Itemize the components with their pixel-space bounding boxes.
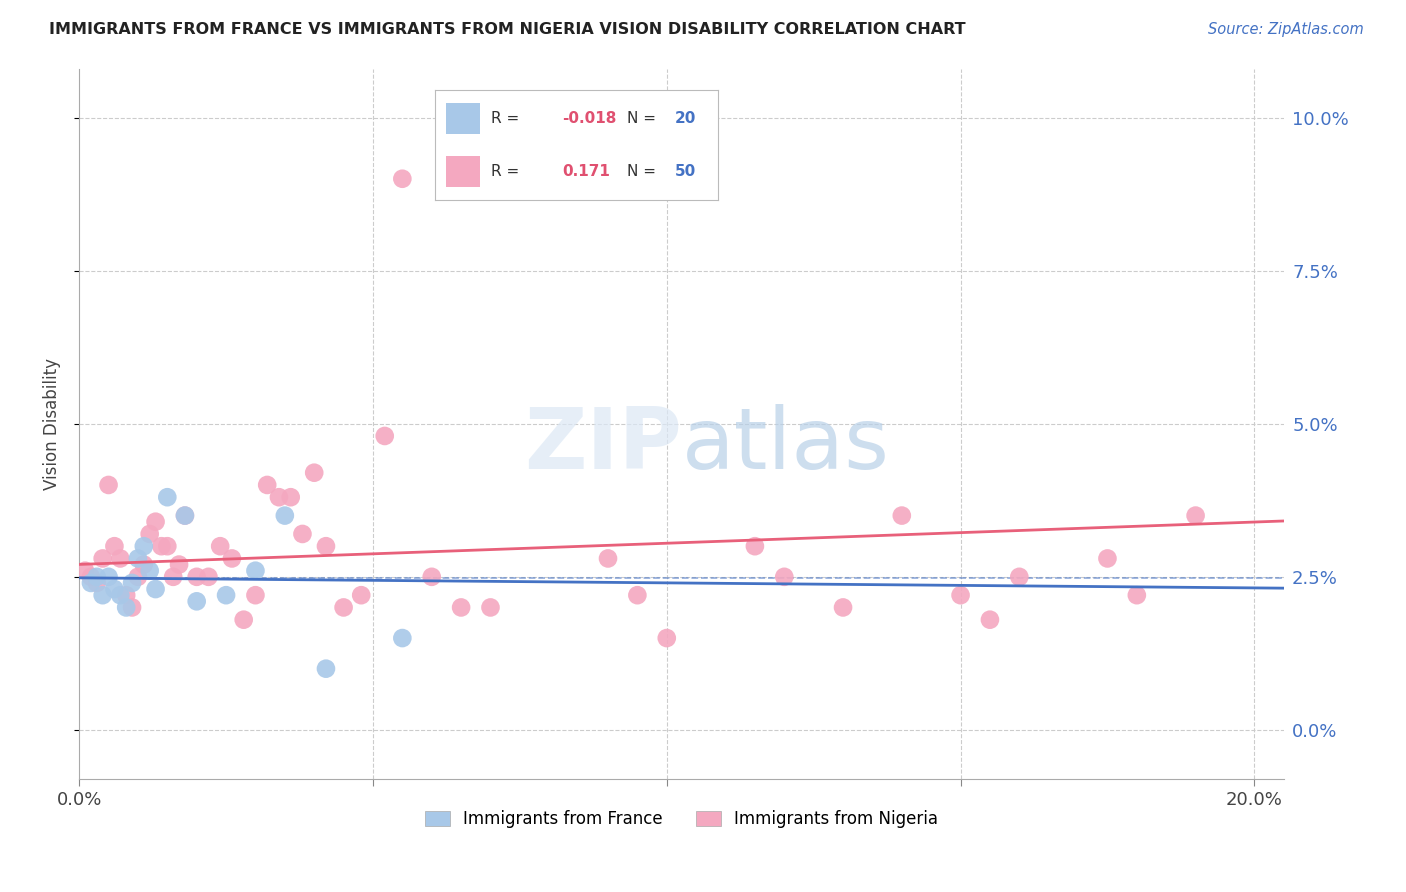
Point xyxy=(91,588,114,602)
Point xyxy=(596,551,619,566)
Point xyxy=(221,551,243,566)
Point xyxy=(274,508,297,523)
Point xyxy=(86,576,108,591)
Text: ZIP: ZIP xyxy=(523,403,682,486)
Point xyxy=(138,527,160,541)
Point xyxy=(450,600,472,615)
Point xyxy=(186,570,208,584)
Point xyxy=(832,600,855,615)
Point xyxy=(890,508,912,523)
Point xyxy=(97,570,120,584)
Point xyxy=(302,466,325,480)
Point xyxy=(315,539,337,553)
Point xyxy=(138,564,160,578)
Point xyxy=(744,539,766,553)
Point xyxy=(315,662,337,676)
Point xyxy=(773,570,796,584)
Point xyxy=(145,515,167,529)
Point xyxy=(156,539,179,553)
Point xyxy=(110,588,132,602)
Point xyxy=(121,576,143,591)
Point xyxy=(150,539,173,553)
Point xyxy=(80,576,103,591)
Point xyxy=(73,564,96,578)
Point xyxy=(1097,551,1119,566)
Point xyxy=(167,558,190,572)
Point xyxy=(1008,570,1031,584)
Point xyxy=(626,588,648,602)
Point xyxy=(132,558,155,572)
Point xyxy=(332,600,354,615)
Point xyxy=(174,508,197,523)
Point xyxy=(103,582,125,596)
Point xyxy=(127,551,149,566)
Point xyxy=(162,570,184,584)
Point xyxy=(91,551,114,566)
Text: IMMIGRANTS FROM FRANCE VS IMMIGRANTS FROM NIGERIA VISION DISABILITY CORRELATION : IMMIGRANTS FROM FRANCE VS IMMIGRANTS FRO… xyxy=(49,22,966,37)
Text: atlas: atlas xyxy=(682,403,890,486)
Point xyxy=(86,570,108,584)
Point xyxy=(655,631,678,645)
Point xyxy=(479,600,502,615)
Point xyxy=(97,478,120,492)
Point xyxy=(80,570,103,584)
Text: Source: ZipAtlas.com: Source: ZipAtlas.com xyxy=(1208,22,1364,37)
Point xyxy=(174,508,197,523)
Point xyxy=(215,588,238,602)
Point xyxy=(156,490,179,504)
Point xyxy=(374,429,396,443)
Point xyxy=(949,588,972,602)
Point xyxy=(132,539,155,553)
Point xyxy=(115,588,138,602)
Legend: Immigrants from France, Immigrants from Nigeria: Immigrants from France, Immigrants from … xyxy=(418,803,945,835)
Point xyxy=(280,490,302,504)
Point xyxy=(145,582,167,596)
Point xyxy=(267,490,290,504)
Point xyxy=(979,613,1001,627)
Point xyxy=(1126,588,1149,602)
Point xyxy=(391,171,413,186)
Point xyxy=(245,588,267,602)
Point xyxy=(209,539,232,553)
Point xyxy=(420,570,443,584)
Point xyxy=(232,613,254,627)
Point xyxy=(103,539,125,553)
Point xyxy=(245,564,267,578)
Point xyxy=(391,631,413,645)
Point xyxy=(115,600,138,615)
Point xyxy=(1184,508,1206,523)
Point xyxy=(350,588,373,602)
Point xyxy=(110,551,132,566)
Point xyxy=(291,527,314,541)
Point xyxy=(197,570,219,584)
Point xyxy=(121,600,143,615)
Point xyxy=(186,594,208,608)
Y-axis label: Vision Disability: Vision Disability xyxy=(44,358,60,490)
Point xyxy=(127,570,149,584)
Point xyxy=(256,478,278,492)
